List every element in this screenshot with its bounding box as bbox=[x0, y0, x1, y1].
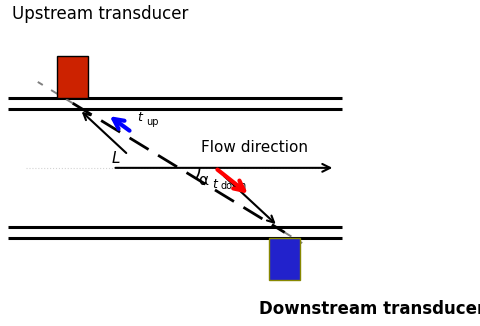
Text: t: t bbox=[212, 178, 216, 190]
Text: L: L bbox=[112, 151, 120, 166]
Bar bbox=[57, 55, 88, 97]
Text: t: t bbox=[137, 111, 142, 124]
Text: α: α bbox=[198, 173, 208, 188]
Bar bbox=[269, 238, 300, 280]
Text: Downstream transducer: Downstream transducer bbox=[259, 300, 480, 318]
Text: Flow direction: Flow direction bbox=[201, 140, 308, 155]
Text: down: down bbox=[220, 182, 247, 191]
Text: Upstream transducer: Upstream transducer bbox=[12, 5, 188, 22]
Text: up: up bbox=[146, 117, 158, 127]
